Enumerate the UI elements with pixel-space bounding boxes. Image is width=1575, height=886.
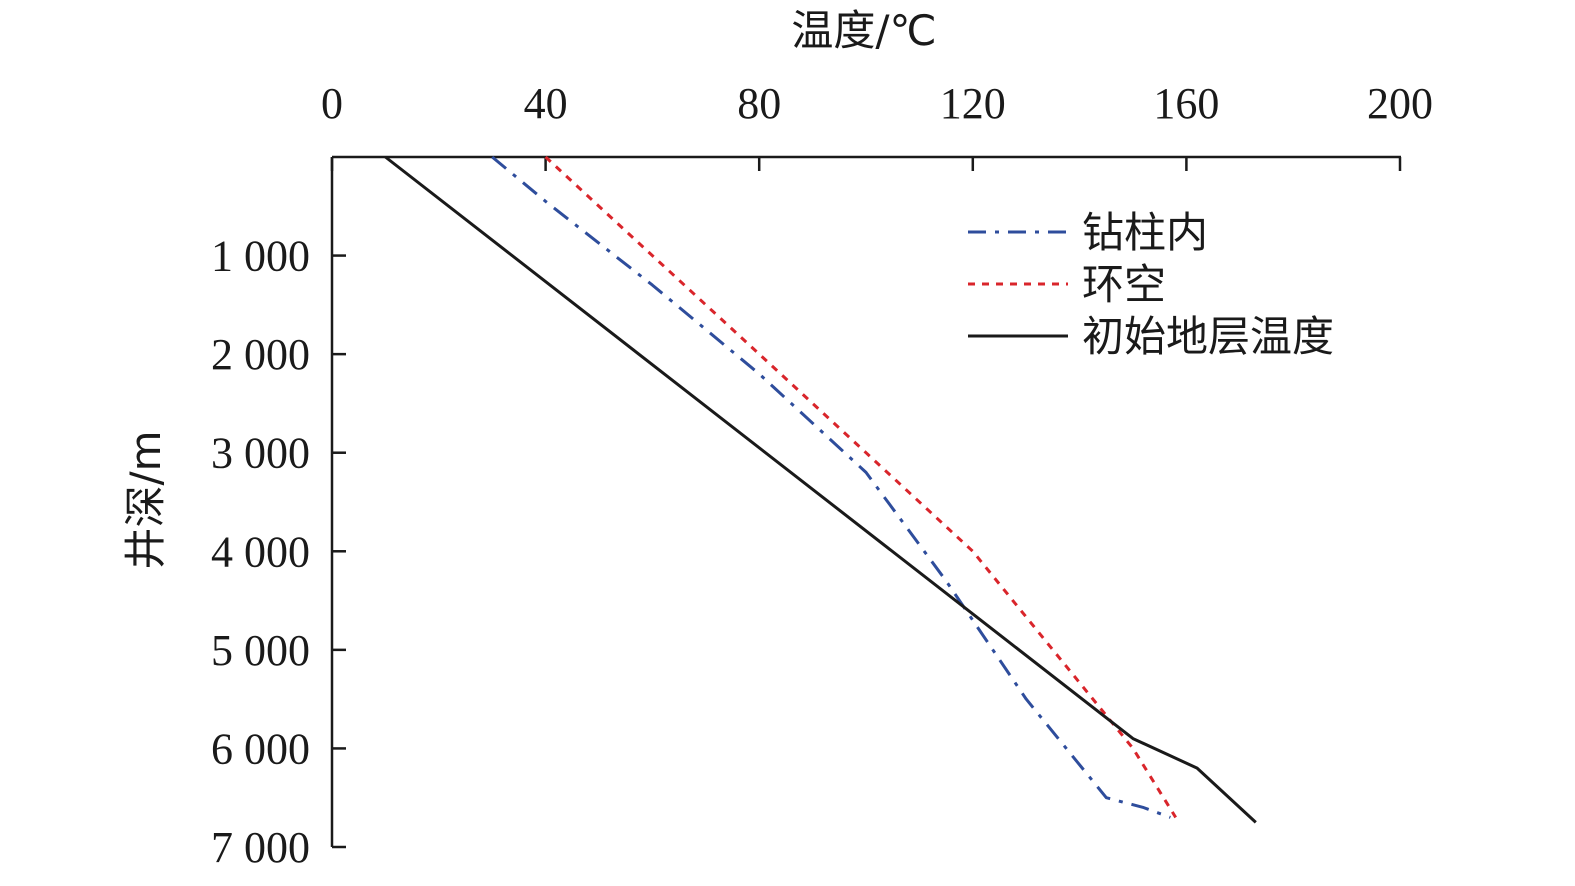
x-tick-label: 200 — [1367, 79, 1433, 128]
legend-label-2: 环空 — [1082, 260, 1166, 309]
y-tick-label: 3 000 — [211, 429, 310, 478]
x-tick-label: 40 — [524, 79, 568, 128]
y-tick-label: 4 000 — [211, 527, 310, 576]
y-axis-title: 井深/m — [121, 430, 170, 569]
series-line-1 — [491, 155, 1171, 819]
series-line-3 — [384, 155, 1257, 824]
y-tick-label: 5 000 — [211, 626, 310, 675]
x-tick-label: 0 — [321, 79, 343, 128]
x-axis-title: 温度/℃ — [791, 6, 936, 55]
y-tick-label: 7 000 — [211, 823, 310, 872]
x-tick-label: 80 — [737, 79, 781, 128]
y-tick-label: 2 000 — [211, 330, 310, 379]
legend-label-3: 初始地层温度 — [1082, 312, 1334, 361]
x-tick-label: 120 — [940, 79, 1006, 128]
series-line-2 — [544, 155, 1177, 819]
axes: 0 40 80 120 160 200 1 000 2 000 3 000 4 000 5 000 6… — [211, 79, 1433, 872]
y-tick-label: 6 000 — [211, 724, 310, 773]
x-tick-label: 160 — [1153, 79, 1219, 128]
series-layer — [384, 155, 1257, 824]
y-tick-label: 1 000 — [211, 232, 310, 281]
legend-label-1: 钻柱内 — [1082, 208, 1208, 257]
